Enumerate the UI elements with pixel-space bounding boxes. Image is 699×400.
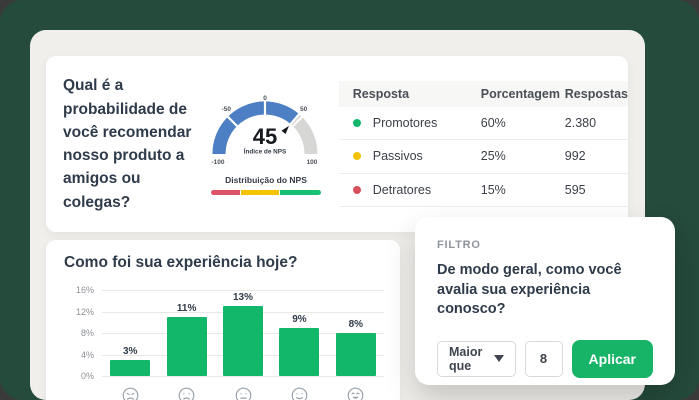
gauge-tick-gap bbox=[226, 115, 239, 127]
gridline bbox=[102, 376, 384, 377]
filter-label: FILTRO bbox=[437, 239, 481, 251]
bar-very-dissatisfied bbox=[110, 359, 151, 376]
y-tick: 0% bbox=[80, 371, 94, 381]
threshold-input[interactable] bbox=[524, 340, 563, 377]
distribution-bar bbox=[211, 189, 322, 195]
neutral-face-icon bbox=[215, 386, 271, 400]
col-header-respostas: Respostas bbox=[564, 87, 628, 101]
row-count: 2.380 bbox=[564, 116, 597, 131]
bar-dissatisfied bbox=[166, 316, 207, 376]
chevron-down-icon bbox=[493, 355, 504, 363]
row-percent: 25% bbox=[480, 149, 506, 164]
experience-title: Como foi sua experiência hoje? bbox=[64, 254, 298, 271]
gauge-tick-50: 50 bbox=[300, 106, 308, 113]
angry-face-icon bbox=[102, 386, 158, 400]
bar-value-label: 3% bbox=[122, 345, 138, 357]
y-tick: 16% bbox=[75, 285, 94, 295]
gauge-tick-gap bbox=[291, 115, 304, 127]
nps-card: Qual é a probabilidade de você recomenda… bbox=[46, 56, 628, 232]
bar-value-label: 13% bbox=[233, 292, 254, 304]
y-tick: 8% bbox=[80, 328, 94, 338]
filter-card: FILTRO De modo geral, como você avalia s… bbox=[415, 217, 675, 385]
y-tick: 4% bbox=[80, 349, 94, 360]
distribution-segment-passives bbox=[241, 189, 279, 195]
y-tick: 12% bbox=[75, 306, 94, 317]
gridline bbox=[102, 290, 384, 291]
nps-table: Resposta Porcentagem Respostas Promotore… bbox=[338, 81, 628, 207]
row-percent: 15% bbox=[480, 182, 506, 197]
bar-very-satisfied bbox=[335, 333, 376, 376]
gauge-fill-arc bbox=[212, 100, 300, 154]
passive-dot-icon bbox=[352, 152, 361, 161]
gauge-tick-neg50: -50 bbox=[222, 106, 232, 113]
gauge-tick-0: 0 bbox=[263, 95, 267, 102]
smile-face-icon bbox=[271, 386, 327, 400]
nps-gauge-chart: -100 -50 0 50 100 45 Índice de NPS bbox=[212, 95, 318, 166]
table-header-row: Resposta Porcentagem Respostas bbox=[338, 81, 628, 107]
gauge-tick-100: 100 bbox=[307, 159, 318, 166]
gauge-needle-icon bbox=[281, 125, 290, 134]
sad-face-icon bbox=[158, 386, 214, 400]
gauge-caption: Índice de NPS bbox=[244, 146, 287, 155]
promoter-dot-icon bbox=[352, 119, 361, 128]
experience-bar-chart: 16% 12% 8% 4% 0% 3% 11% 13% 9% 8% bbox=[60, 285, 386, 400]
operator-select[interactable]: Maior que bbox=[437, 340, 516, 377]
gauge-value: 45 bbox=[253, 124, 277, 149]
row-label: Detratores bbox=[372, 182, 432, 197]
y-axis-labels: 16% 12% 8% 4% 0% bbox=[60, 285, 94, 381]
nps-question: Qual é a probabilidade de você recomenda… bbox=[63, 77, 192, 211]
row-label: Passivos bbox=[372, 149, 423, 164]
row-label: Promotores bbox=[372, 116, 438, 131]
table-row-passivos: Passivos 25% 992 bbox=[338, 140, 628, 174]
row-count: 595 bbox=[564, 182, 586, 197]
experience-card: Como foi sua experiência hoje? 16% 12% 8… bbox=[46, 240, 400, 400]
bar-satisfied bbox=[279, 327, 320, 376]
distribution-segment-detractors bbox=[211, 189, 241, 195]
apply-button[interactable]: Aplicar bbox=[571, 339, 653, 378]
filter-question: De modo geral, como você avalia sua expe… bbox=[437, 262, 622, 318]
col-header-porcentagem: Porcentagem bbox=[480, 87, 560, 101]
bar-columns: 3% 11% 13% 9% 8% bbox=[102, 290, 384, 376]
filter-controls: Maior que Aplicar bbox=[437, 339, 653, 378]
gauge-value-gap bbox=[289, 112, 301, 125]
grin-face-icon bbox=[328, 386, 384, 400]
row-percent: 60% bbox=[480, 116, 506, 131]
emoji-axis bbox=[102, 386, 384, 400]
bar-value-label: 9% bbox=[292, 313, 307, 325]
bar-value-label: 8% bbox=[348, 319, 364, 330]
distribution-title: Distribuição do NPS bbox=[225, 174, 307, 185]
operator-selected-value: Maior que bbox=[449, 344, 483, 373]
nps-gauge: -100 -50 0 50 100 45 Índice de NPS Distr… bbox=[203, 56, 329, 232]
distribution-segment-promoters bbox=[279, 189, 322, 195]
bar-neutral bbox=[223, 306, 264, 376]
bar-value-label: 11% bbox=[176, 302, 197, 314]
row-count: 992 bbox=[564, 149, 586, 164]
table-row-promotores: Promotores 60% 2.380 bbox=[338, 107, 628, 141]
detractor-dot-icon bbox=[352, 185, 361, 194]
table-row-detratores: Detratores 15% 595 bbox=[338, 174, 628, 207]
gauge-tick-neg100: -100 bbox=[212, 159, 225, 166]
col-header-resposta: Resposta bbox=[352, 87, 410, 101]
